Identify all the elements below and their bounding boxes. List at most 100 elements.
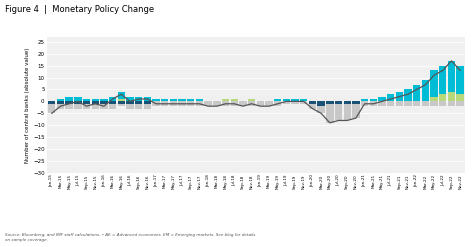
Bar xyxy=(109,102,116,104)
Bar xyxy=(65,104,73,108)
Bar xyxy=(326,102,334,104)
Y-axis label: Number of central banks (absolute value): Number of central banks (absolute value) xyxy=(25,47,30,163)
Bar xyxy=(74,104,82,108)
Bar xyxy=(361,102,368,106)
Bar xyxy=(439,66,447,94)
Bar xyxy=(430,97,438,102)
Bar xyxy=(456,66,464,94)
Bar xyxy=(178,99,186,102)
Bar xyxy=(378,97,386,102)
Bar xyxy=(135,104,142,108)
Bar xyxy=(248,102,255,106)
Bar xyxy=(57,99,64,102)
Bar xyxy=(222,99,229,102)
Bar xyxy=(135,102,142,104)
Bar xyxy=(100,104,108,108)
Bar xyxy=(187,99,194,102)
Bar xyxy=(448,61,455,92)
Bar xyxy=(430,102,438,106)
Bar xyxy=(430,70,438,97)
Bar xyxy=(265,102,273,106)
Bar xyxy=(222,102,229,106)
Bar xyxy=(335,104,342,121)
Bar xyxy=(118,99,125,102)
Bar xyxy=(404,89,412,102)
Bar xyxy=(396,102,403,106)
Bar xyxy=(196,102,203,106)
Bar xyxy=(456,94,464,102)
Bar xyxy=(309,102,316,104)
Bar xyxy=(300,102,308,104)
Bar xyxy=(396,92,403,102)
Bar xyxy=(118,102,125,104)
Bar xyxy=(91,104,99,108)
Bar xyxy=(196,99,203,102)
Bar xyxy=(65,97,73,102)
Bar xyxy=(83,99,90,102)
Bar xyxy=(144,102,151,104)
Bar xyxy=(161,102,168,106)
Bar xyxy=(57,102,64,104)
Bar xyxy=(144,104,151,108)
Bar xyxy=(404,102,412,106)
Bar xyxy=(422,102,429,106)
Bar xyxy=(74,97,82,102)
Bar xyxy=(318,106,325,113)
Bar xyxy=(178,102,186,106)
Bar xyxy=(439,94,447,102)
Text: Figure 4  |  Monetary Policy Change: Figure 4 | Monetary Policy Change xyxy=(5,5,154,14)
Bar xyxy=(300,99,308,102)
Bar xyxy=(230,102,238,106)
Bar xyxy=(204,102,212,106)
Bar xyxy=(283,102,290,104)
Bar xyxy=(439,102,447,106)
Bar xyxy=(274,102,282,106)
Bar xyxy=(335,102,342,104)
Bar xyxy=(83,102,90,104)
Bar xyxy=(65,102,73,104)
Bar xyxy=(352,104,360,118)
Bar xyxy=(292,102,299,104)
Bar xyxy=(144,97,151,102)
Bar xyxy=(91,102,99,104)
Bar xyxy=(352,102,360,104)
Bar xyxy=(274,99,282,102)
Bar xyxy=(74,102,82,104)
Bar xyxy=(344,104,351,121)
Bar xyxy=(256,102,264,106)
Bar xyxy=(456,102,464,106)
Bar xyxy=(126,97,134,102)
Bar xyxy=(57,104,64,108)
Bar xyxy=(292,99,299,102)
Bar xyxy=(83,104,90,108)
Bar xyxy=(170,99,177,102)
Bar xyxy=(161,99,168,102)
Bar xyxy=(48,102,55,104)
Bar xyxy=(387,102,394,106)
Bar xyxy=(187,102,194,106)
Bar xyxy=(387,94,394,102)
Bar xyxy=(248,99,255,102)
Bar xyxy=(422,80,429,102)
Bar xyxy=(170,102,177,106)
Bar xyxy=(109,97,116,102)
Bar xyxy=(213,102,220,106)
Bar xyxy=(344,102,351,104)
Bar xyxy=(230,99,238,102)
Bar xyxy=(448,92,455,102)
Bar xyxy=(91,99,99,102)
Bar xyxy=(326,104,334,123)
Bar xyxy=(413,85,420,102)
Bar xyxy=(118,104,125,106)
Bar xyxy=(109,104,116,108)
Text: Source: Bloomberg, and IMF staff calculations. • AE = Advanced economies. EM = E: Source: Bloomberg, and IMF staff calcula… xyxy=(5,233,255,242)
Bar xyxy=(135,97,142,102)
Bar xyxy=(100,99,108,102)
Bar xyxy=(413,102,420,106)
Bar xyxy=(152,99,160,102)
Bar xyxy=(152,102,160,106)
Bar xyxy=(378,102,386,106)
Bar xyxy=(126,104,134,108)
Bar xyxy=(283,99,290,102)
Bar xyxy=(370,102,377,106)
